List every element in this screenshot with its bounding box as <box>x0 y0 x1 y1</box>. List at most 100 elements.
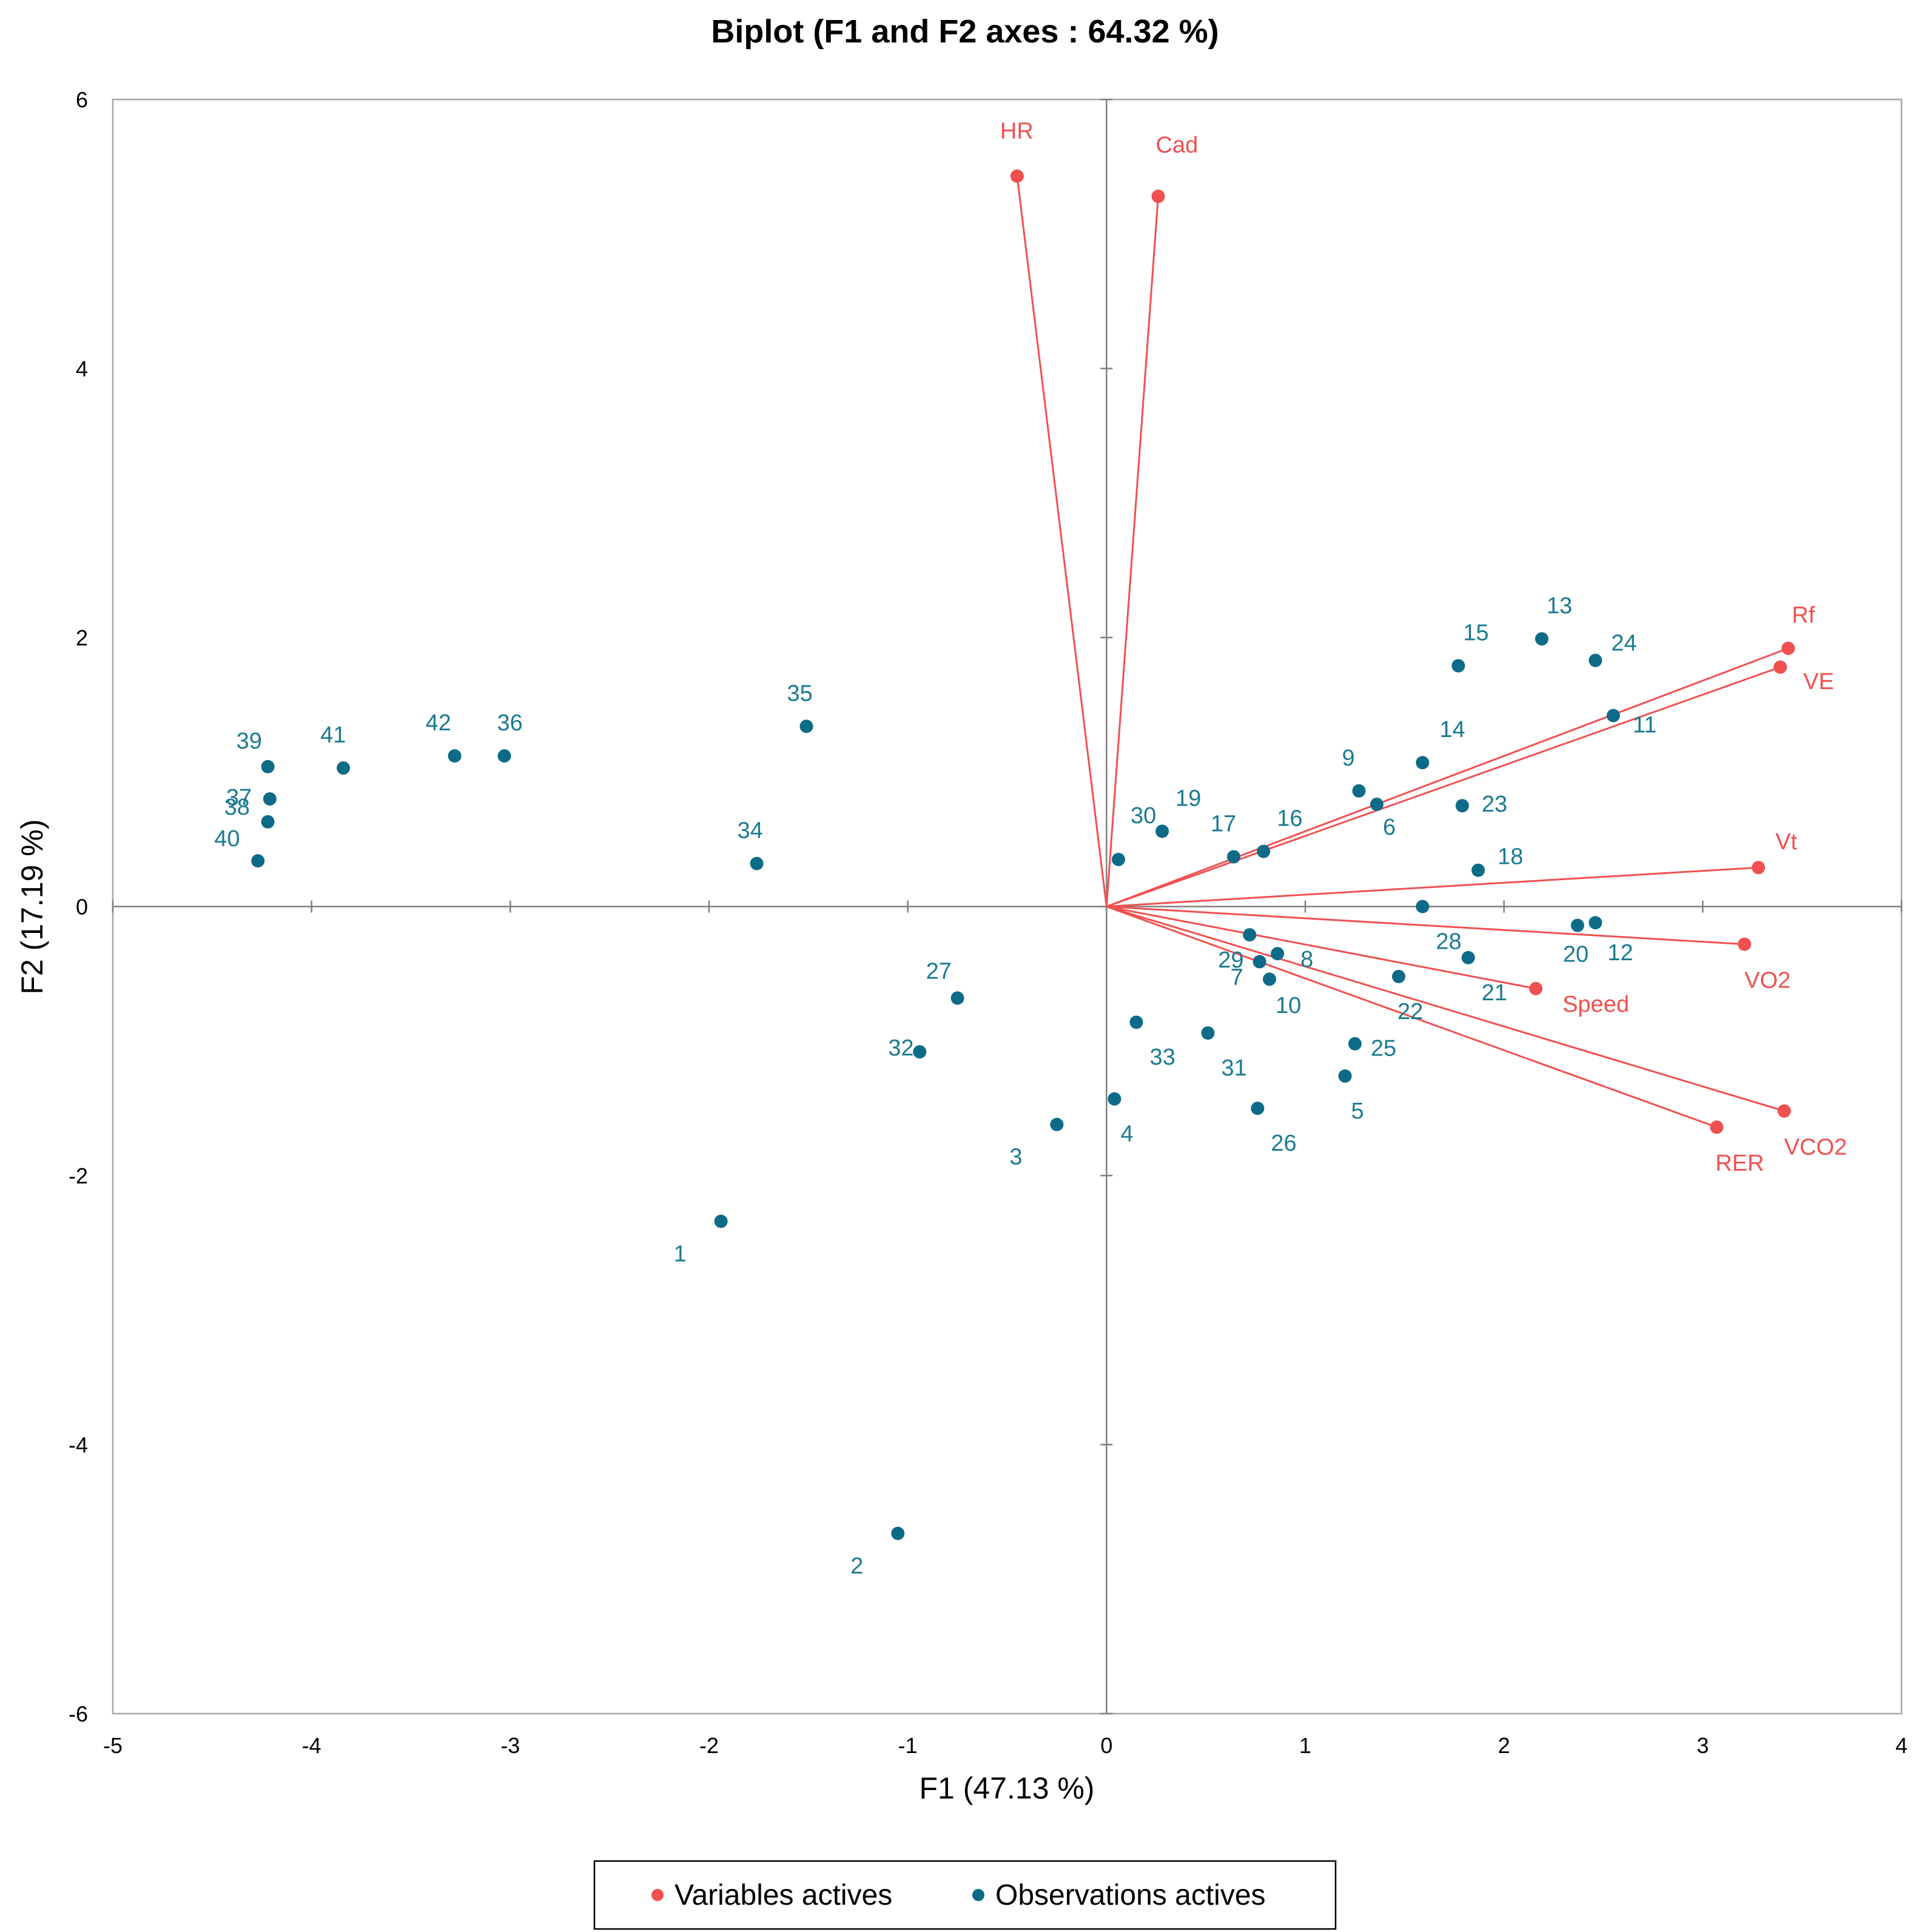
observation-point-17 <box>1227 850 1241 864</box>
legend: Variables actives Observations actives <box>593 1860 1337 1930</box>
observation-label-32: 32 <box>888 1035 913 1061</box>
observation-point-28 <box>1416 900 1430 914</box>
y-tick-label: 2 <box>76 625 88 650</box>
observation-point-10 <box>1263 972 1277 986</box>
observation-label-38: 38 <box>224 795 250 820</box>
observation-label-25: 25 <box>1371 1036 1396 1062</box>
observation-label-41: 41 <box>320 722 346 748</box>
observation-label-27: 27 <box>926 958 952 984</box>
vector-vco2 <box>1106 906 1785 1112</box>
variable-point-speed <box>1529 981 1543 995</box>
observation-point-32 <box>913 1045 927 1059</box>
observation-point-40 <box>251 854 265 868</box>
observation-label-28: 28 <box>1436 929 1461 955</box>
observation-point-16 <box>1257 844 1271 858</box>
observation-label-36: 36 <box>497 710 523 736</box>
observation-label-15: 15 <box>1463 621 1488 646</box>
observation-label-14: 14 <box>1439 717 1465 742</box>
observation-point-15 <box>1451 659 1465 673</box>
observation-label-37: 37 <box>226 785 252 810</box>
observation-point-24 <box>1589 653 1602 667</box>
observation-point-7 <box>1252 955 1266 969</box>
observation-point-39 <box>261 759 275 773</box>
observation-point-2 <box>891 1526 905 1540</box>
y-tick-label: -6 <box>69 1701 88 1726</box>
observation-point-19 <box>1155 824 1169 838</box>
observation-label-12: 12 <box>1607 940 1633 966</box>
observation-label-1: 1 <box>674 1241 687 1267</box>
y-tick-label: -2 <box>69 1163 88 1188</box>
vector-speed <box>1106 906 1536 990</box>
observation-label-4: 4 <box>1120 1122 1133 1147</box>
observation-label-42: 42 <box>426 710 451 736</box>
variable-point-rer <box>1710 1120 1724 1134</box>
variable-point-ve <box>1774 660 1787 674</box>
x-tick-label: -5 <box>103 1733 123 1758</box>
observation-label-5: 5 <box>1351 1099 1364 1124</box>
observation-label-6: 6 <box>1383 815 1396 840</box>
observation-label-9: 9 <box>1342 746 1354 771</box>
observation-point-42 <box>448 749 462 763</box>
vector-ve <box>1106 666 1781 907</box>
observation-label-8: 8 <box>1300 947 1313 972</box>
observation-point-30 <box>1111 852 1125 866</box>
x-tick-label: -2 <box>699 1733 719 1758</box>
observation-point-12 <box>1589 916 1602 930</box>
observation-label-16: 16 <box>1277 806 1302 832</box>
observation-point-1 <box>714 1214 728 1228</box>
observation-label-35: 35 <box>787 681 813 706</box>
observation-label-19: 19 <box>1175 786 1201 811</box>
observation-label-20: 20 <box>1563 942 1589 968</box>
x-tick-label: -1 <box>898 1733 918 1758</box>
observation-label-7: 7 <box>1231 964 1243 990</box>
y-axis-title: F2 (17.19 %) <box>15 819 49 994</box>
variable-label-vco2: VCO2 <box>1784 1135 1847 1160</box>
legend-variable-label: Variables actives <box>674 1879 892 1911</box>
observation-point-31 <box>1201 1026 1215 1040</box>
observation-point-41 <box>337 761 351 775</box>
x-axis-title: F1 (47.13 %) <box>919 1771 1094 1805</box>
x-tick-label: 4 <box>1895 1733 1908 1758</box>
y-tick-label: 0 <box>76 895 88 920</box>
x-tick-label: -3 <box>500 1733 520 1758</box>
variable-label-vo2: VO2 <box>1744 968 1790 994</box>
observation-label-23: 23 <box>1482 792 1507 817</box>
variable-point-vt <box>1752 861 1766 875</box>
observation-label-33: 33 <box>1149 1045 1175 1070</box>
vector-hr <box>1016 176 1108 907</box>
observation-label-34: 34 <box>738 818 763 844</box>
vector-rer <box>1106 906 1717 1128</box>
variable-label-cad: Cad <box>1156 133 1199 158</box>
observation-point-18 <box>1471 863 1485 877</box>
observation-point-34 <box>750 857 764 870</box>
observation-point-37 <box>263 792 277 806</box>
observation-point-29 <box>1243 928 1257 942</box>
x-tick-label: -4 <box>302 1733 321 1758</box>
observation-label-3: 3 <box>1009 1145 1022 1170</box>
vector-vt <box>1106 866 1759 907</box>
vector-cad <box>1105 196 1160 907</box>
observation-point-13 <box>1535 632 1548 646</box>
vector-vo2 <box>1106 906 1745 946</box>
legend-box <box>593 1860 1337 1930</box>
observation-point-8 <box>1271 947 1285 961</box>
observation-point-22 <box>1392 969 1406 983</box>
observation-point-4 <box>1108 1092 1121 1106</box>
y-tick-label: 4 <box>76 357 88 382</box>
observation-label-13: 13 <box>1547 593 1572 619</box>
observation-point-20 <box>1570 918 1584 932</box>
observation-label-21: 21 <box>1482 980 1507 1006</box>
observation-point-3 <box>1050 1117 1064 1131</box>
variable-label-rf: Rf <box>1792 603 1815 628</box>
variable-point-vco2 <box>1777 1104 1791 1118</box>
observation-point-21 <box>1461 951 1475 964</box>
chart-title: Biplot (F1 and F2 axes : 64.32 %) <box>711 13 1219 50</box>
observation-point-23 <box>1455 799 1469 813</box>
x-tick-label: 3 <box>1696 1733 1709 1758</box>
observation-label-26: 26 <box>1271 1131 1296 1156</box>
variable-label-speed: Speed <box>1562 992 1629 1017</box>
observation-label-18: 18 <box>1498 844 1523 870</box>
observation-label-40: 40 <box>214 826 240 852</box>
y-tick-label: 6 <box>76 87 88 112</box>
